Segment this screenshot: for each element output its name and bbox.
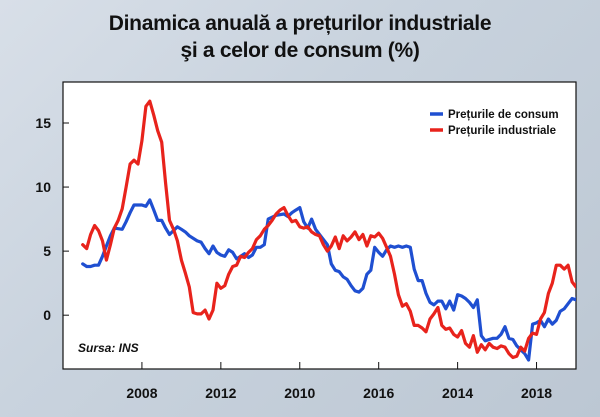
series-line-industriale: [81, 99, 576, 360]
legend: Prețurile de consum Prețurile industriale: [430, 109, 559, 137]
chart-title-line-1: Dinamica anuală a prețurilor industriale: [108, 12, 492, 35]
y-tick-label: 10: [35, 179, 51, 195]
legend-label: Prețurile industriale: [448, 125, 556, 137]
chart-title: Dinamica anuală a prețurilor industriale…: [0, 10, 600, 64]
x-tick-label: 2016: [363, 385, 394, 401]
y-tick-label: 0: [43, 307, 51, 323]
x-axis: 2008 2012 2010 2016 2014 2018: [126, 362, 552, 401]
chart-title-line-2: şi a celor de consum (%): [180, 39, 420, 62]
series-layer: [81, 99, 576, 362]
y-axis: 15 10 5 0: [35, 115, 69, 323]
x-tick-label: 2010: [284, 385, 315, 401]
legend-label: Prețurile de consum: [448, 109, 559, 121]
x-tick-label: 2018: [521, 385, 552, 401]
series-line-consum: [81, 198, 576, 362]
x-tick-label: 2008: [126, 385, 157, 401]
y-tick-label: 15: [35, 115, 51, 131]
x-tick-label: 2014: [442, 385, 473, 401]
x-tick-label: 2012: [205, 385, 236, 401]
plot-area: [62, 81, 577, 370]
source-label: Sursa: INS: [78, 341, 139, 355]
y-tick-label: 5: [43, 243, 51, 259]
